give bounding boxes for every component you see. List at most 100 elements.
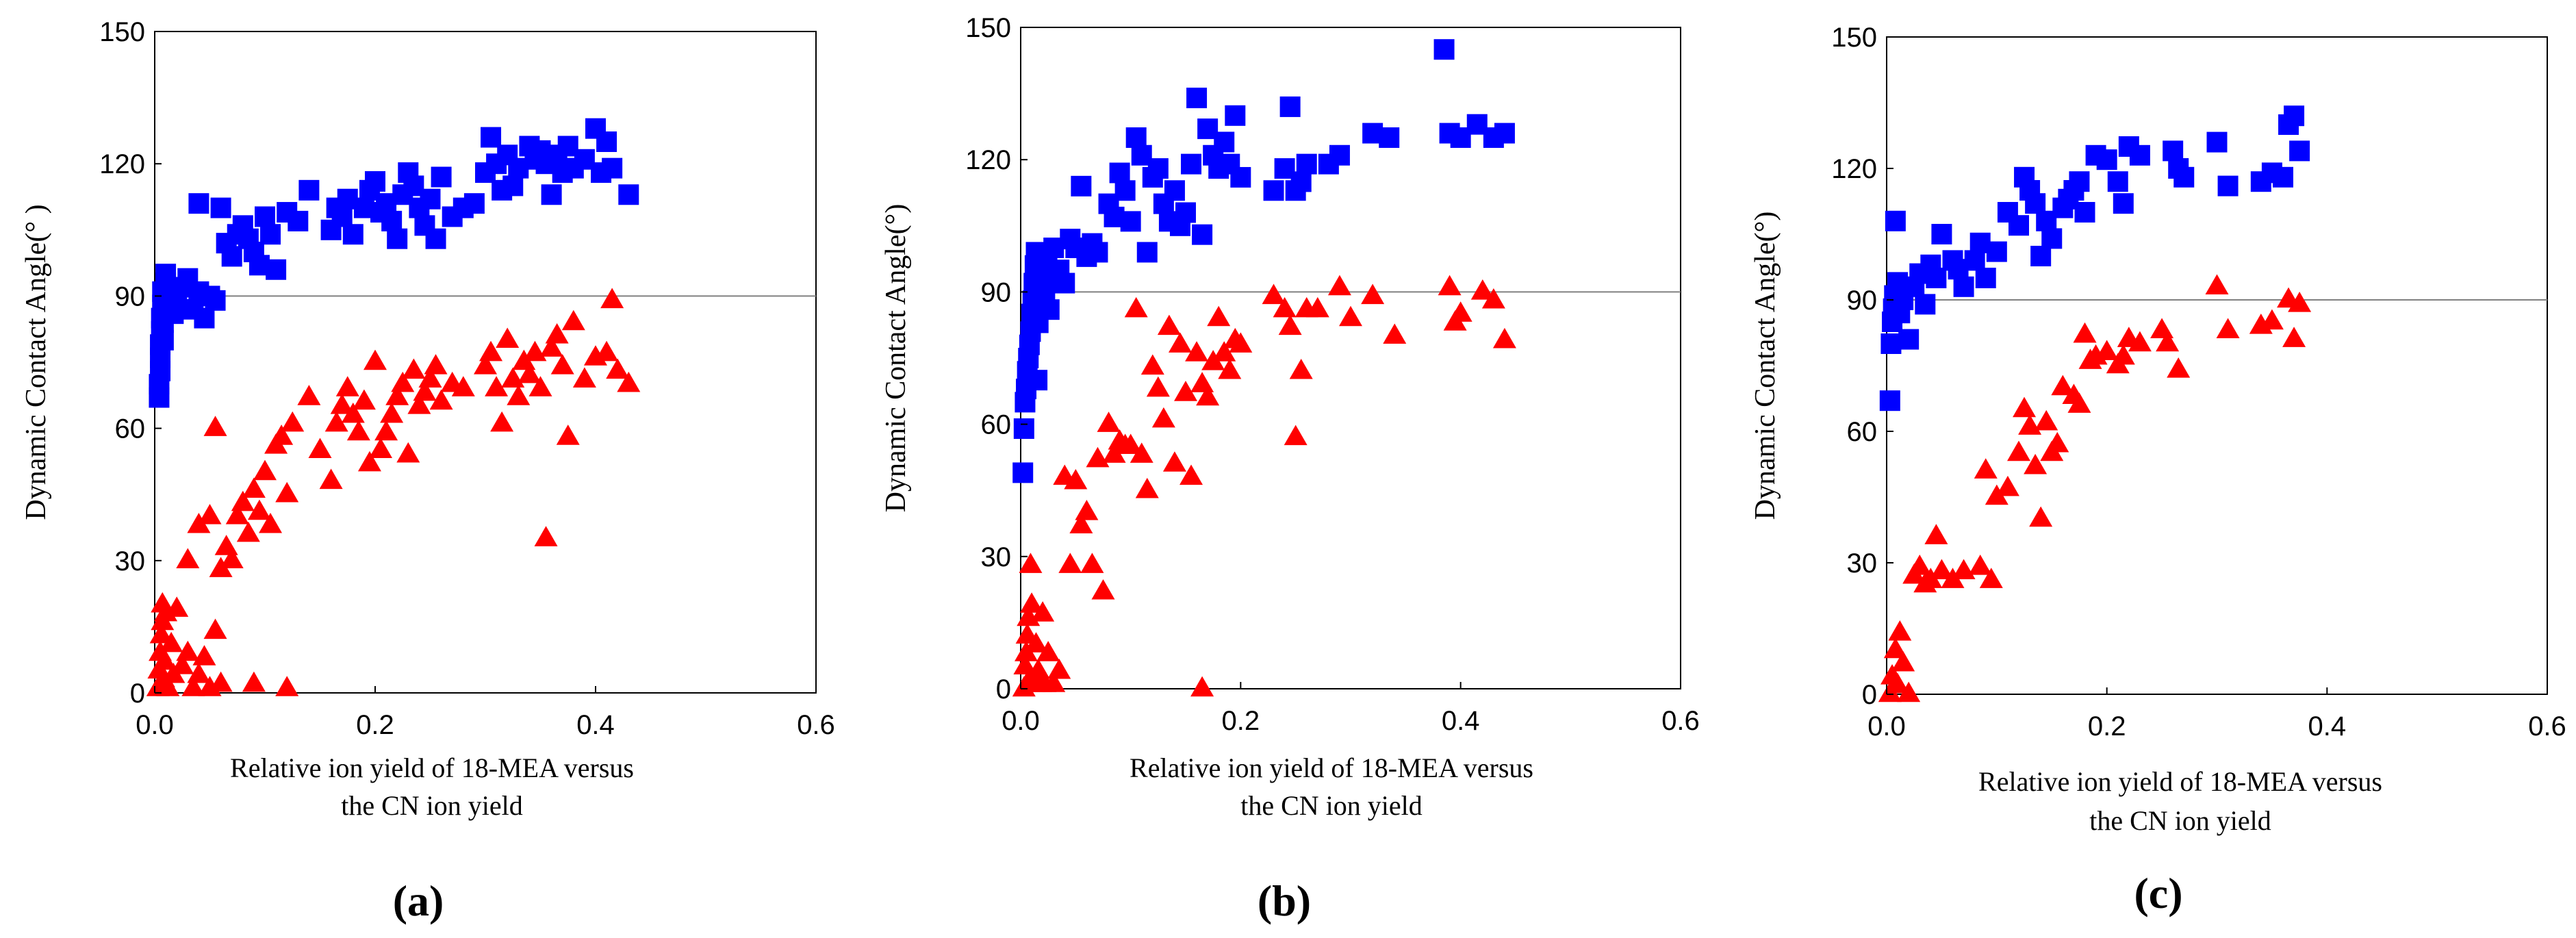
data-point-triangle	[214, 535, 238, 555]
y-tick-label: 0	[130, 679, 145, 709]
y-tick-label: 90	[1847, 286, 1878, 316]
data-point-triangle	[528, 376, 552, 396]
x-axis-label-line-2: the CN ion yield	[1240, 790, 1423, 821]
data-point-triangle	[192, 645, 216, 666]
data-point-triangle	[1201, 350, 1225, 370]
data-point-triangle	[346, 420, 370, 441]
data-point-triangle	[474, 354, 497, 375]
data-point-triangle	[2260, 309, 2284, 330]
data-point-triangle	[1119, 433, 1143, 455]
data-point-triangle	[1897, 681, 1921, 702]
data-point-square	[1953, 276, 1974, 297]
data-point-triangle	[1383, 323, 1407, 344]
data-point-triangle	[1075, 500, 1099, 520]
data-point-triangle	[1974, 458, 1998, 479]
data-point-triangle	[203, 416, 227, 436]
x-tick-label: 0.0	[1002, 706, 1040, 736]
data-point-square	[205, 290, 226, 311]
panel-label: (a)	[393, 876, 444, 925]
data-point-square	[1181, 153, 1202, 175]
data-point-triangle	[1883, 637, 1907, 659]
data-point-square	[1109, 162, 1130, 183]
data-point-square	[602, 157, 623, 179]
data-point-triangle	[2035, 409, 2058, 431]
data-point-triangle	[1047, 658, 1071, 679]
data-point-triangle	[352, 389, 376, 410]
data-point-square	[1329, 144, 1350, 166]
y-axis-label: Dynamic Contact Angle(°)	[880, 204, 912, 513]
data-point-square	[541, 184, 562, 205]
y-tick-label: 150	[1831, 23, 1877, 53]
data-point-triangle	[1212, 341, 1236, 362]
data-point-triangle	[2205, 274, 2229, 295]
data-point-triangle	[176, 640, 200, 661]
data-point-square	[502, 175, 524, 197]
y-tick-label: 150	[965, 13, 1011, 43]
data-point-triangle	[225, 504, 249, 524]
y-tick-label: 0	[996, 674, 1011, 705]
data-point-square	[1494, 123, 1515, 144]
data-point-triangle	[606, 358, 630, 379]
data-point-square	[1175, 202, 1196, 223]
data-point-square	[420, 188, 441, 210]
data-point-triangle	[364, 349, 387, 370]
data-point-triangle	[1968, 555, 1992, 575]
data-point-square	[1225, 105, 1246, 126]
data-point-triangle	[242, 477, 266, 498]
data-point-triangle	[1995, 475, 2019, 496]
data-point-square	[2096, 149, 2117, 170]
y-tick-label: 90	[981, 277, 1012, 307]
y-tick-label: 60	[981, 410, 1012, 440]
data-point-triangle	[2007, 440, 2030, 461]
data-point-triangle	[1013, 654, 1037, 675]
data-point-square	[331, 206, 353, 227]
data-point-square	[2030, 246, 2052, 266]
data-point-triangle	[1151, 407, 1175, 428]
data-point-square	[1263, 180, 1284, 201]
data-point-triangle	[485, 376, 509, 396]
data-point-triangle	[595, 340, 619, 362]
data-point-triangle	[1273, 296, 1297, 318]
data-point-square	[1986, 241, 2007, 262]
chart-a: 0.0 0.2 0.4 0.6 0 30 60 90 120 150 Dynamic Conta…	[21, 17, 835, 925]
data-point-triangle	[203, 618, 227, 639]
data-point-triangle	[1091, 579, 1115, 600]
data-point-triangle	[156, 676, 180, 696]
x-axis-label-line-2: the CN ion yield	[2089, 805, 2271, 836]
data-point-triangle	[1080, 553, 1104, 573]
data-point-triangle	[297, 385, 321, 405]
x-tick-label: 0.4	[1442, 706, 1480, 736]
data-point-triangle	[369, 438, 393, 459]
data-point-square	[381, 210, 403, 231]
y-tick-label: 30	[1847, 548, 1878, 579]
data-point-triangle	[319, 468, 343, 490]
data-point-triangle	[2073, 322, 2097, 343]
data-point-square	[2107, 171, 2128, 192]
y-tick-label: 30	[115, 546, 146, 576]
data-point-triangle	[170, 654, 194, 674]
data-point-square	[1114, 180, 1136, 201]
data-point-triangle	[324, 411, 348, 432]
data-point-triangle	[1069, 513, 1093, 533]
data-point-triangle	[1168, 332, 1192, 353]
data-point-triangle	[1289, 358, 1313, 379]
x-tick-label: 0.4	[2308, 711, 2347, 741]
data-point-triangle	[1952, 559, 1976, 580]
data-point-triangle	[247, 499, 271, 520]
data-point-triangle	[1470, 279, 1494, 300]
y-tick-label: 120	[99, 149, 145, 179]
data-point-triangle	[1924, 524, 1948, 544]
data-point-square	[194, 307, 215, 329]
data-point-square	[431, 166, 452, 188]
data-point-triangle	[160, 631, 183, 652]
data-point-triangle	[1130, 442, 1153, 463]
data-point-triangle	[165, 596, 189, 617]
data-point-square	[1975, 268, 1996, 288]
data-point-square	[288, 210, 309, 231]
y-tick-label: 90	[115, 281, 146, 312]
data-point-triangle	[2029, 506, 2053, 527]
data-point-triangle	[335, 376, 359, 396]
data-point-square	[2163, 140, 2184, 162]
data-point-triangle	[1930, 559, 1954, 580]
